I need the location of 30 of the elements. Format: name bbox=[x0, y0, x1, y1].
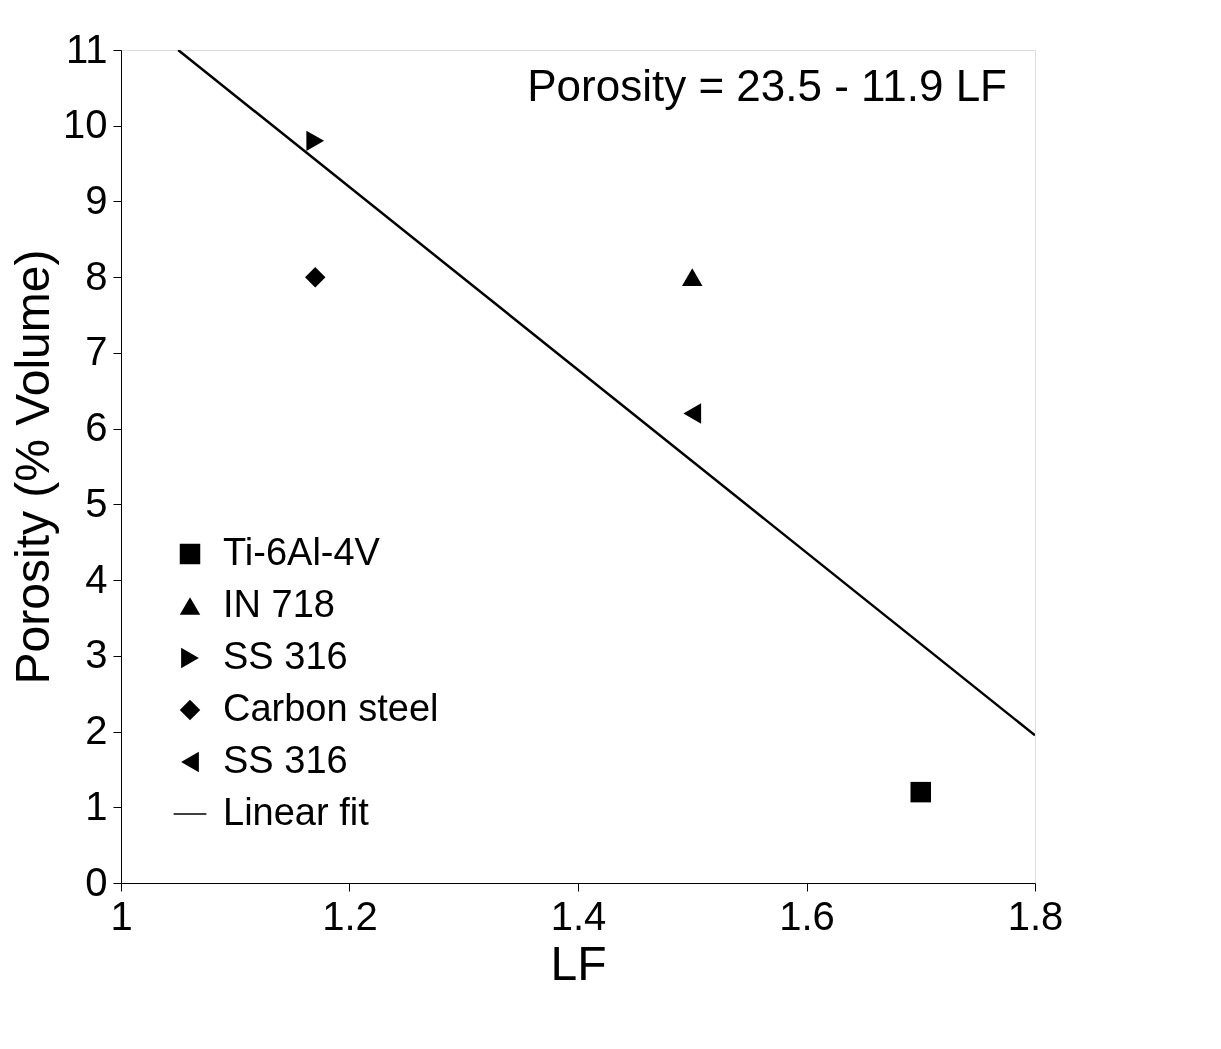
y-axis-title: Porosity (% Volume) bbox=[6, 249, 60, 685]
y-tick-label: 8 bbox=[85, 253, 108, 298]
x-tick-label: 1.2 bbox=[322, 893, 378, 938]
point bbox=[682, 268, 703, 287]
annotation: Porosity = 23.5 - 11.9 LF bbox=[527, 61, 1007, 110]
legend-label: SS 316 bbox=[223, 739, 348, 781]
y-tick-label: 3 bbox=[85, 632, 108, 677]
legend-label: Ti-6Al-4V bbox=[223, 531, 381, 573]
point bbox=[910, 781, 931, 803]
point bbox=[304, 266, 326, 288]
y-tick-label: 11 bbox=[65, 26, 108, 71]
legend-label: IN 718 bbox=[223, 583, 335, 625]
point bbox=[683, 403, 702, 424]
x-axis-title: LF bbox=[550, 936, 607, 990]
x-tick-label: 1.4 bbox=[550, 893, 607, 938]
y-tick-label: 4 bbox=[85, 556, 108, 601]
legend-label: Carbon steel bbox=[223, 687, 439, 729]
x-tick-label: 1.6 bbox=[779, 893, 835, 938]
legend-label: SS 316 bbox=[223, 635, 348, 677]
legend-label: Linear fit bbox=[223, 791, 370, 833]
y-tick-label: 5 bbox=[85, 480, 108, 525]
y-tick-label: 1 bbox=[85, 783, 108, 828]
y-tick-label: 2 bbox=[85, 708, 108, 753]
y-tick-label: 10 bbox=[63, 102, 108, 147]
y-tick-label: 9 bbox=[85, 177, 108, 222]
y-tick-label: 6 bbox=[85, 405, 108, 450]
x-tick-label: 1.8 bbox=[1007, 893, 1064, 938]
point bbox=[306, 130, 325, 152]
y-tick-label: 0 bbox=[85, 859, 108, 904]
y-tick-label: 7 bbox=[85, 329, 108, 374]
